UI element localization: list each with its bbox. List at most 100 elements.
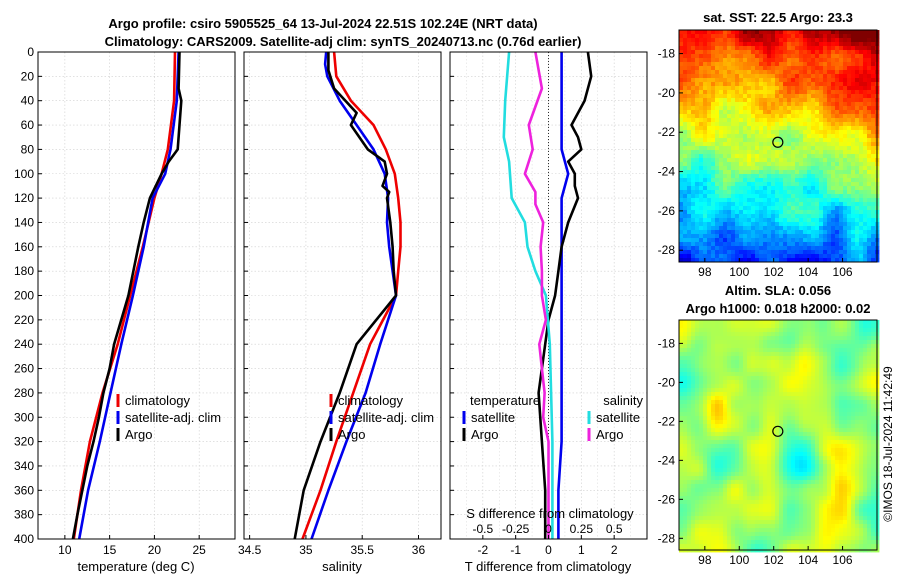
map-cell xyxy=(859,396,864,401)
map-cell xyxy=(799,230,804,235)
difference-panel: -2 -1 0 1 2-0.5 -0.25 0 0.25 0.5 xyxy=(449,51,648,557)
map-cell xyxy=(707,324,712,329)
map-cell xyxy=(775,194,780,199)
map-cell xyxy=(819,324,824,329)
map-cell xyxy=(767,452,772,457)
map-cell xyxy=(827,38,832,43)
map-cell xyxy=(723,142,728,147)
map-cell xyxy=(819,380,824,385)
map-cell xyxy=(751,444,756,449)
map-cell xyxy=(871,70,876,75)
map-cell xyxy=(683,190,688,195)
map-cell xyxy=(703,368,708,373)
map-cell xyxy=(735,86,740,91)
map-cell xyxy=(755,102,760,107)
map-cell xyxy=(815,186,820,191)
map-cell xyxy=(851,74,856,79)
map-cell xyxy=(799,452,804,457)
map-cell xyxy=(811,250,816,255)
map-cell xyxy=(783,210,788,215)
map-cell xyxy=(767,332,772,337)
map-cell xyxy=(815,182,820,187)
map-cell xyxy=(727,400,732,405)
map-cell xyxy=(743,134,748,139)
map-cell xyxy=(855,250,860,255)
map-cell xyxy=(859,254,864,259)
map-cell xyxy=(779,356,784,361)
map-cell xyxy=(863,336,868,341)
map-cell xyxy=(699,432,704,437)
map-cell xyxy=(767,448,772,453)
map-cell xyxy=(727,122,732,127)
map-cell xyxy=(763,90,768,95)
map-cell xyxy=(719,336,724,341)
map-cell xyxy=(823,126,828,131)
map-cell xyxy=(755,218,760,223)
map-cell xyxy=(719,130,724,135)
map-cell xyxy=(847,130,852,135)
map-cell xyxy=(847,142,852,147)
map-cell xyxy=(799,166,804,171)
map-cell xyxy=(779,158,784,163)
map-cell xyxy=(683,368,688,373)
map-cell xyxy=(859,106,864,111)
map-cell xyxy=(731,86,736,91)
map-cell xyxy=(755,238,760,243)
map-cell xyxy=(755,206,760,211)
map-cell xyxy=(799,70,804,75)
map-cell xyxy=(699,70,704,75)
map-cell xyxy=(759,106,764,111)
map-cell xyxy=(771,106,776,111)
map-cell xyxy=(739,234,744,239)
map-cell xyxy=(867,412,872,417)
map-cell xyxy=(759,102,764,107)
map-cell xyxy=(695,408,700,413)
map-cell xyxy=(851,94,856,99)
map-cell xyxy=(735,254,740,259)
map-cell xyxy=(707,328,712,333)
map-cell xyxy=(807,376,812,381)
map-cell xyxy=(819,146,824,151)
map-cell xyxy=(687,452,692,457)
map-cell xyxy=(859,352,864,357)
map-cell xyxy=(695,106,700,111)
map-cell xyxy=(803,404,808,409)
map-cell xyxy=(827,94,832,99)
map-cell xyxy=(719,376,724,381)
map-cell xyxy=(767,432,772,437)
map-cell xyxy=(847,356,852,361)
map-cell xyxy=(735,364,740,369)
map-cell xyxy=(839,206,844,211)
map-cell xyxy=(867,230,872,235)
map-cell xyxy=(755,118,760,123)
map-cell xyxy=(699,344,704,349)
map-cell xyxy=(703,130,708,135)
map-cell xyxy=(743,344,748,349)
map-cell xyxy=(807,340,812,345)
map-cell xyxy=(739,170,744,175)
map-cell xyxy=(719,210,724,215)
map-cell xyxy=(775,46,780,51)
map-cell xyxy=(827,202,832,207)
map-cell xyxy=(831,194,836,199)
map-cell xyxy=(755,222,760,227)
map-cell xyxy=(839,94,844,99)
map-cell xyxy=(755,86,760,91)
map-cell xyxy=(807,74,812,79)
map-cell xyxy=(803,142,808,147)
map-cell xyxy=(771,110,776,115)
map-cell xyxy=(755,408,760,413)
map-cell xyxy=(799,254,804,259)
map-cell xyxy=(803,412,808,417)
map-cell xyxy=(787,258,792,263)
map-cell xyxy=(687,336,692,341)
map-cell xyxy=(827,170,832,175)
map-cell xyxy=(799,126,804,131)
map-cell xyxy=(795,250,800,255)
map-cell xyxy=(707,174,712,179)
map-cell xyxy=(827,340,832,345)
map-cell xyxy=(699,58,704,63)
map-cell xyxy=(743,154,748,159)
map-cell xyxy=(703,234,708,239)
map-cell xyxy=(811,320,816,325)
